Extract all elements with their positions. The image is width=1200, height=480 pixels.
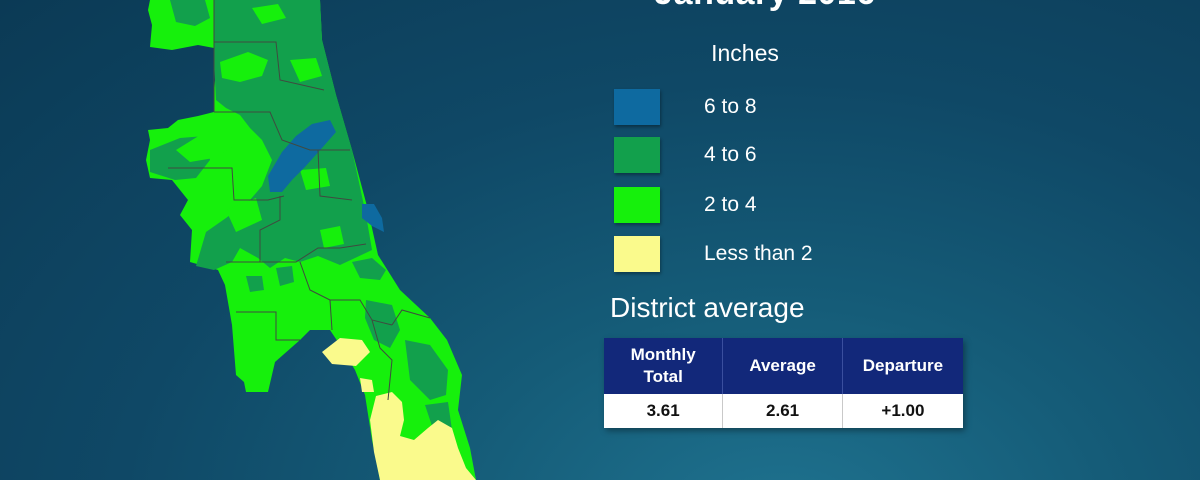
header-average: Average xyxy=(722,338,843,394)
table-header-row: Monthly Total Average Departure xyxy=(604,338,963,394)
header-monthly-total-line-1: Monthly xyxy=(630,345,696,364)
map-patches-2-to-4 xyxy=(176,4,344,248)
legend-units: Inches xyxy=(711,40,779,66)
map-title: January 2016 xyxy=(600,0,930,13)
legend-swatch-2-to-4 xyxy=(614,187,660,223)
legend-item-less-than-2: Less than 2 xyxy=(614,236,934,274)
header-monthly-total: Monthly Total xyxy=(604,338,724,394)
map-region-6-to-8 xyxy=(268,120,384,232)
legend-item-6-to-8: 6 to 8 xyxy=(614,89,934,127)
legend-swatch-less-than-2 xyxy=(614,236,660,272)
legend-label: 2 to 4 xyxy=(704,193,757,216)
header-monthly-total-line-2: Total xyxy=(643,367,683,386)
header-departure: Departure xyxy=(842,338,963,394)
value-average: 2.61 xyxy=(722,394,843,428)
legend-label: 6 to 8 xyxy=(704,95,757,118)
legend-label: 4 to 6 xyxy=(704,143,757,166)
map-region-less-than-2 xyxy=(322,338,476,480)
map-county-lines xyxy=(168,0,431,401)
rainfall-map xyxy=(146,0,476,480)
value-departure: +1.00 xyxy=(842,394,963,428)
district-average-heading: District average xyxy=(610,292,805,323)
table-row: 3.61 2.61 +1.00 xyxy=(604,394,963,428)
district-average-table: Monthly Total Average Departure 3.61 2.6… xyxy=(604,338,963,428)
legend-swatch-6-to-8 xyxy=(614,89,660,125)
legend-label: Less than 2 xyxy=(704,242,813,265)
legend-item-4-to-6: 4 to 6 xyxy=(614,137,934,175)
legend-item-2-to-4: 2 to 4 xyxy=(614,187,934,225)
legend-swatch-4-to-6 xyxy=(614,137,660,173)
value-monthly-total: 3.61 xyxy=(604,394,724,428)
